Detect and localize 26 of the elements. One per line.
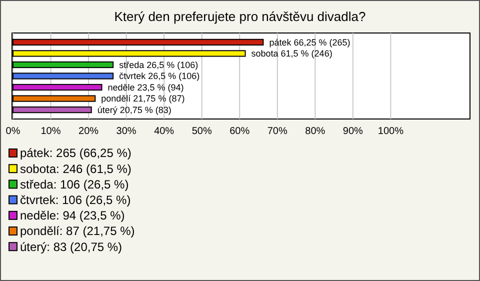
text: pondělí: 87 (21,75 %) (20, 224, 135, 238)
text: neděle: 94 (23,5 %) (20, 208, 125, 223)
text: sobota: 246 (61,5 %) (20, 162, 132, 176)
x-tick-label: 10% (40, 126, 61, 137)
text: úterý: 83 (20,75 %) (20, 240, 122, 254)
category-label: neděle 23,5 % (94) (108, 82, 184, 92)
x-tick-label: 40% (154, 126, 174, 137)
text: středa: 106 (26,5 %) (20, 177, 129, 192)
category-label: úterý 20,75 % (83) (97, 104, 172, 115)
category-label: středa 26,5 % (106) (119, 60, 198, 70)
x-tick-label: 80% (305, 126, 326, 137)
chart-title: Který den preferujete pro návštěvu divadla? (114, 9, 366, 24)
x-tick-label: 50% (192, 126, 212, 137)
x-tick-label: 100% (378, 126, 404, 137)
x-tick-label: 30% (116, 126, 136, 137)
x-tick-label: 90% (342, 126, 364, 137)
text: čtvrtek: 106 (26,5 %) (20, 193, 131, 207)
x-tick-label: 20% (78, 126, 99, 137)
x-tick-label: 60% (230, 126, 250, 137)
text: pátek: 265 (66,25 %) (20, 146, 132, 160)
x-tick-label: 0% (6, 126, 20, 137)
x-tick-label: 70% (267, 126, 288, 137)
category-label: čtvrtek 26,5 % (106) (119, 71, 200, 82)
category-label: sobota 61,5 % (246) (251, 48, 332, 59)
category-label: pondělí 21,75 % (87) (101, 94, 185, 104)
category-label: pátek 66,25 % (265) (269, 37, 350, 48)
